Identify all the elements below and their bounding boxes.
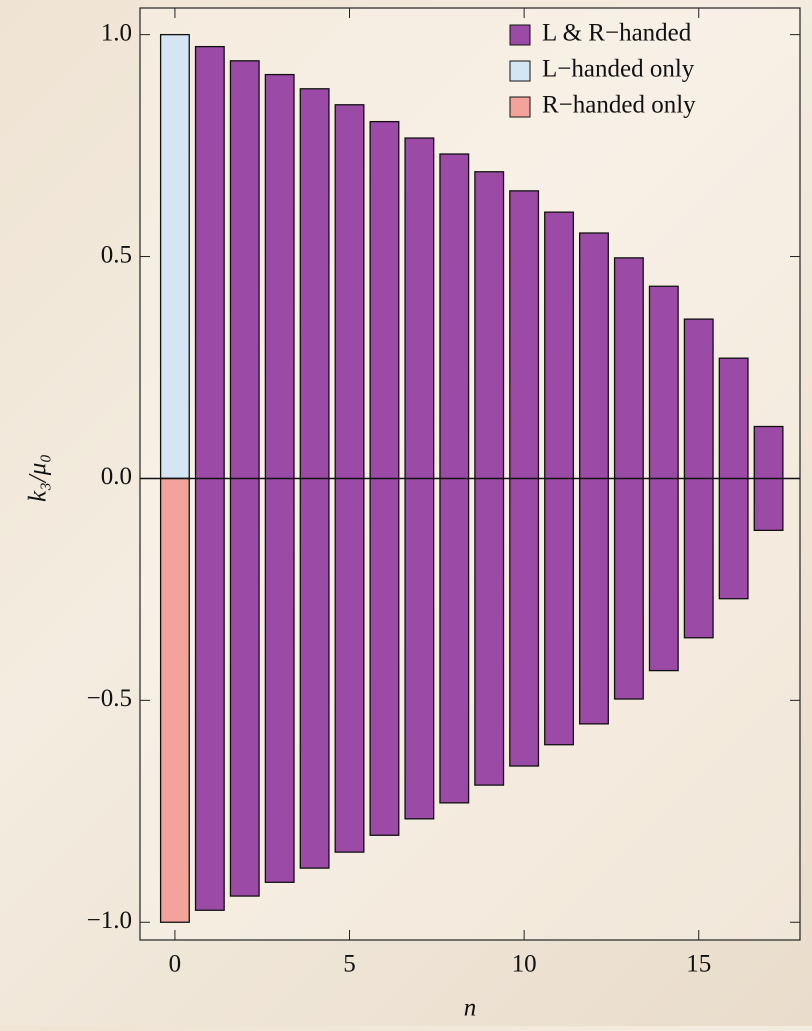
- legend-label: L & R−handed: [542, 20, 692, 47]
- x-tick-label: 10: [512, 951, 537, 978]
- y-tick-label: 1.0: [101, 19, 132, 46]
- x-axis-label: n: [464, 995, 477, 1022]
- bar: [159, 477, 190, 923]
- legend-label: L−handed only: [542, 56, 695, 83]
- y-tick-label: −1.0: [87, 907, 132, 934]
- y-tick-label: 0.5: [101, 241, 132, 268]
- y-axis-label: k₃/μ₀: [25, 454, 52, 502]
- legend-swatch: [509, 60, 531, 82]
- x-tick-label: 0: [169, 951, 182, 978]
- y-tick-label: −0.5: [87, 685, 132, 712]
- x-tick-label: 15: [686, 951, 711, 978]
- legend-label: R−handed only: [542, 92, 696, 119]
- legend-swatch: [509, 24, 531, 46]
- y-tick-label: 0.0: [101, 463, 132, 490]
- legend-swatch: [509, 96, 531, 118]
- bar: [159, 33, 190, 480]
- x-tick-label: 5: [343, 951, 356, 978]
